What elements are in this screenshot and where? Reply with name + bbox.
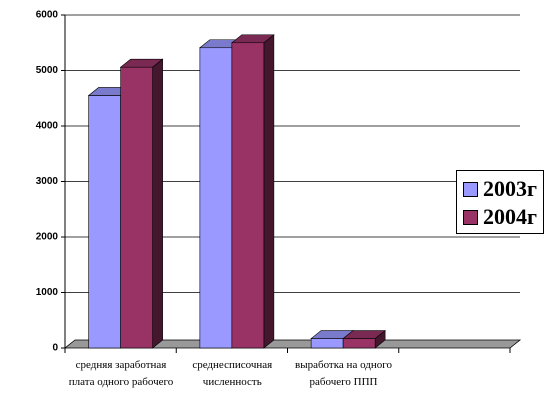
- y-tick-label: 4000: [36, 121, 59, 132]
- y-tick-label: 1000: [36, 287, 59, 298]
- y-tick-label: 0: [52, 343, 58, 354]
- bar: [119, 58, 164, 349]
- bar-front: [342, 338, 376, 349]
- y-tick-label: 3000: [36, 176, 59, 187]
- legend-swatch: [463, 209, 478, 225]
- bar-front: [120, 66, 153, 349]
- x-tick-label: среднесписочная численность: [192, 359, 273, 388]
- y-tick-label: 2000: [36, 232, 59, 243]
- legend: 2003г 2004г: [456, 170, 544, 234]
- x-tick-label: выработка на одного рабочего ППП: [295, 359, 392, 388]
- bar: [342, 329, 386, 349]
- y-tick-label: 5000: [36, 65, 59, 76]
- bar-front: [199, 47, 233, 349]
- legend-label: 2004г: [483, 204, 537, 229]
- bar-top: [231, 34, 275, 44]
- bar: [231, 34, 275, 349]
- legend-swatch: [463, 181, 478, 197]
- bar-top: [119, 58, 164, 68]
- bar-side: [152, 58, 163, 349]
- x-tick-label: средняя заработная плата одного рабочего: [68, 359, 174, 388]
- bar-front: [310, 338, 344, 349]
- legend-item: 2004г: [463, 204, 537, 230]
- y-tick-label: 6000: [36, 10, 59, 21]
- legend-item: 2003г: [463, 176, 537, 202]
- bar-front: [231, 42, 265, 349]
- bar-top: [342, 330, 386, 339]
- bar-front: [88, 95, 121, 349]
- legend-label: 2003г: [483, 176, 537, 201]
- bar-side: [263, 34, 275, 349]
